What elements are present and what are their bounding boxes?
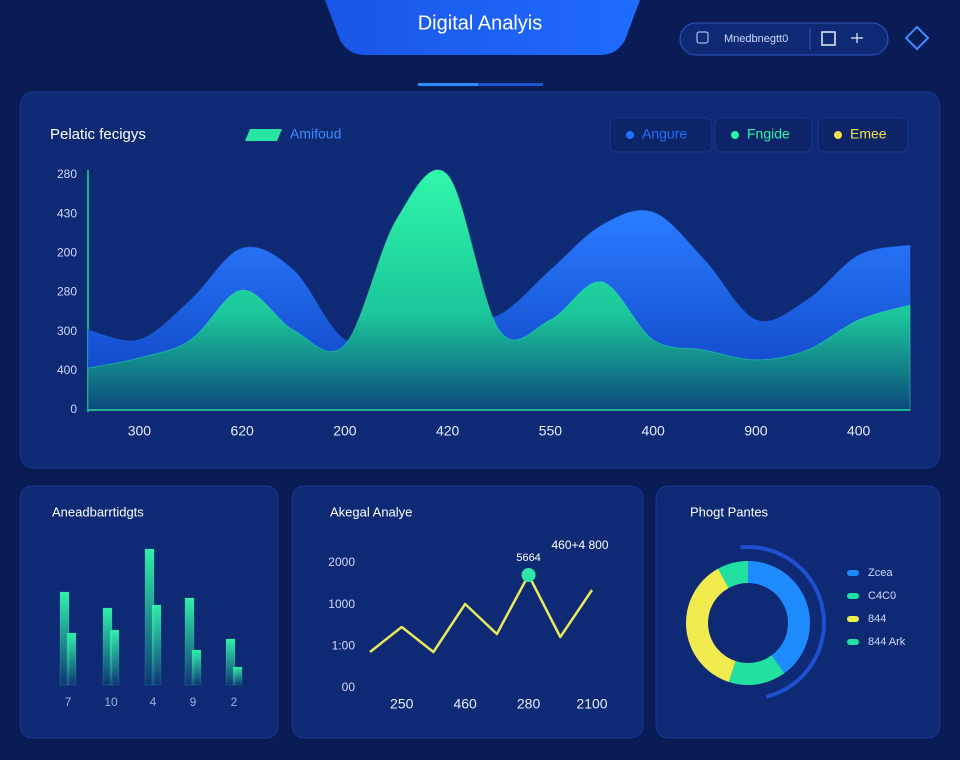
x-tick-label: 400: [641, 423, 665, 439]
bar: [184, 597, 195, 686]
tab-indicator: [478, 83, 543, 86]
y-tick-label: 280: [57, 285, 77, 299]
legend-dot: [834, 131, 842, 139]
x-tick-label: 7: [65, 695, 72, 709]
x-tick-label: 2100: [576, 696, 607, 712]
window-icon[interactable]: [821, 31, 836, 46]
line-panel: [291, 485, 644, 739]
search-text: Mnedbnegtt0: [724, 33, 788, 45]
y-tick-label: 00: [342, 680, 356, 694]
header-tab[interactable]: [325, 0, 640, 55]
y-tick-label: 400: [57, 363, 77, 377]
legend-dot: [626, 131, 634, 139]
legend-text: C4C0: [868, 590, 896, 602]
pie-segment: [686, 568, 736, 682]
legend-swatch: [847, 639, 859, 645]
decor-arc: [740, 545, 826, 699]
legend-label: Amifoud: [290, 126, 341, 142]
x-tick-label: 900: [744, 423, 768, 439]
legend-chip: [609, 117, 713, 153]
legend-chip: [817, 117, 909, 153]
panel-title: Aneadbarrtidgts: [52, 504, 144, 519]
y-tick-label: 1000: [328, 597, 355, 611]
x-tick-label: 250: [390, 696, 414, 712]
panel-title: Pelatic fecigys: [50, 126, 146, 143]
y-tick-label: 300: [57, 324, 77, 338]
x-tick-label: 4: [150, 695, 157, 709]
header-title: Digital Analyis: [418, 12, 543, 34]
bar: [191, 649, 202, 686]
bar: [151, 604, 162, 686]
legend-swatch: [847, 570, 859, 576]
y-tick-label: 1:00: [332, 639, 356, 653]
x-tick-label: 620: [230, 423, 254, 439]
pie-segment: [718, 561, 748, 588]
settings-icon[interactable]: [904, 25, 930, 51]
legend-swatch: [847, 616, 859, 622]
search-icon: [696, 31, 709, 44]
legend-text: 844 Ark: [868, 636, 906, 648]
x-tick-label: 400: [847, 423, 871, 439]
y-tick-label: 430: [57, 206, 77, 220]
bar: [225, 638, 236, 686]
point-label: 5664: [516, 552, 540, 564]
y-tick-label: 2000: [328, 555, 355, 569]
legend-text: 844: [868, 613, 886, 625]
x-tick-label: 460: [453, 696, 477, 712]
x-tick-label: 280: [517, 696, 541, 712]
highlight-point: [521, 568, 536, 582]
y-tick-label: 280: [57, 167, 77, 181]
area: [87, 169, 911, 411]
line: [369, 573, 594, 654]
panel-title: Akegal Analye: [330, 504, 412, 519]
legend-dot: [731, 131, 739, 139]
pie-segment: [728, 655, 785, 685]
search-box[interactable]: [679, 22, 889, 56]
panel-title: Phogt Pantes: [690, 504, 769, 519]
x-tick-label: 300: [128, 423, 152, 439]
x-tick-label: 550: [539, 423, 563, 439]
x-tick-label: 200: [333, 423, 357, 439]
legend-swatch: [847, 593, 859, 599]
annotation: 460+4 800: [551, 538, 608, 552]
bar: [232, 666, 243, 686]
legend-chip: [714, 117, 813, 153]
y-tick-label: 0: [70, 402, 77, 416]
legend-swatch: [245, 129, 282, 141]
legend-text: Angure: [642, 126, 687, 142]
x-tick-label: 9: [190, 695, 197, 709]
add-icon[interactable]: [851, 33, 863, 43]
x-tick-label: 420: [436, 423, 460, 439]
y-tick-label: 200: [57, 246, 77, 260]
legend-text: Emee: [850, 126, 887, 142]
pie-segment: [748, 561, 810, 674]
bar: [66, 632, 77, 686]
legend-text: Fngide: [747, 126, 790, 142]
tab-indicator: [418, 83, 478, 86]
bar: [109, 629, 120, 686]
legend-text: Zcea: [868, 567, 893, 579]
x-tick-label: 10: [104, 695, 118, 709]
x-tick-label: 2: [231, 695, 238, 709]
